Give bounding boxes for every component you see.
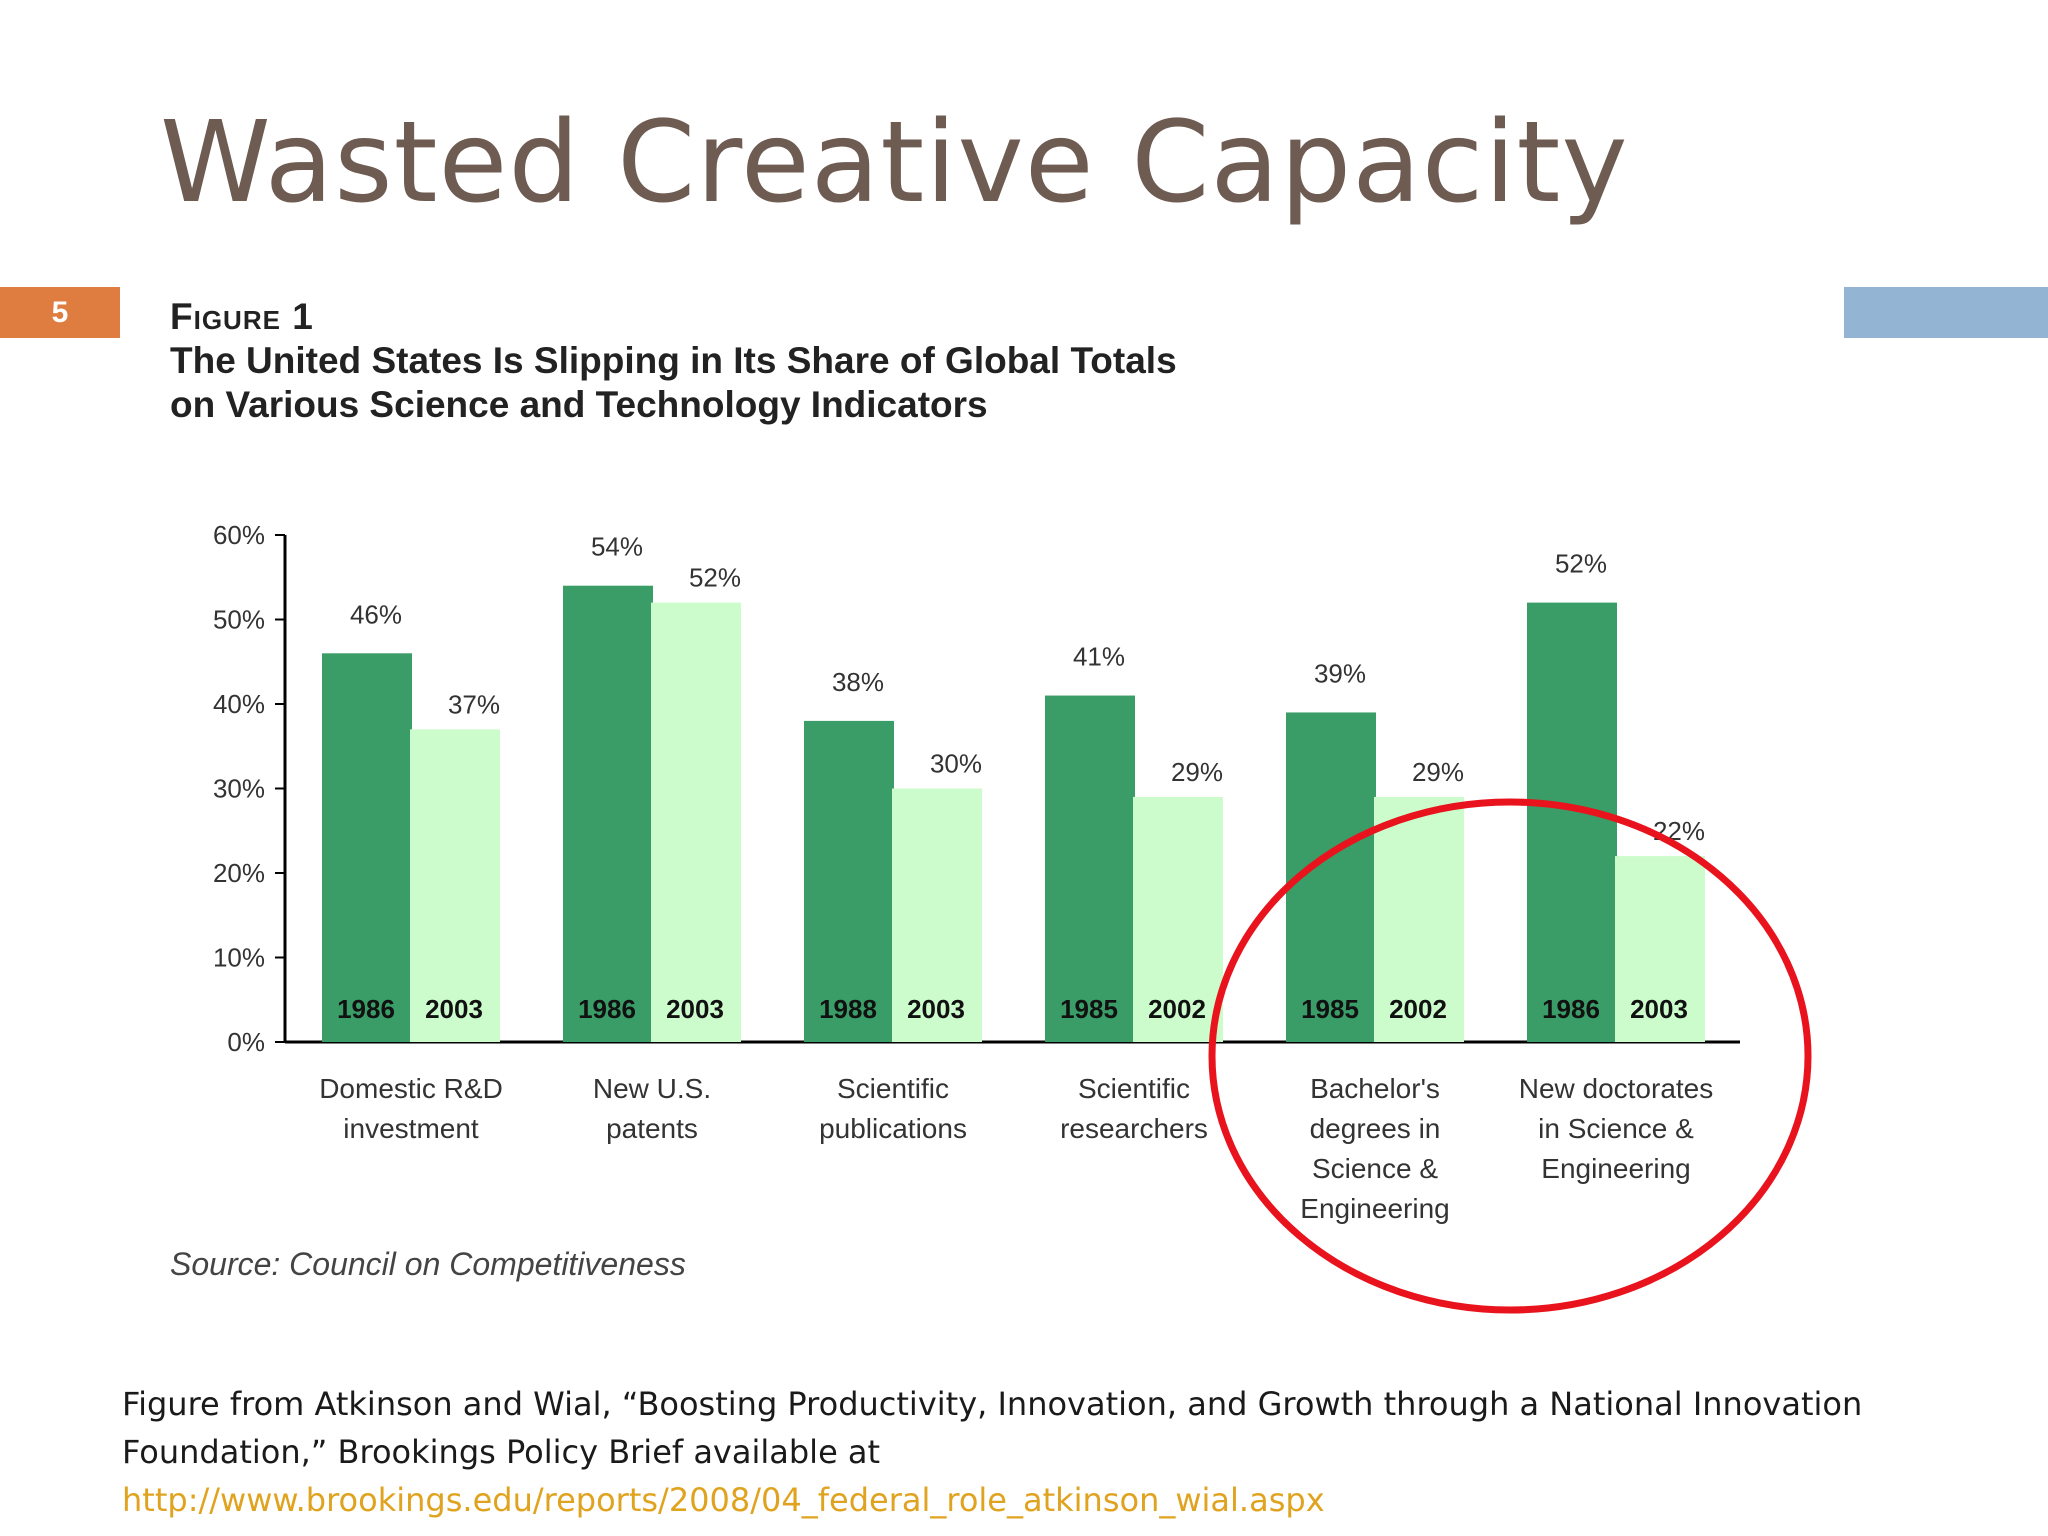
bar-year-label: 1986 (1542, 994, 1600, 1024)
bar-year-label: 1988 (819, 994, 877, 1024)
slide-title: Wasted Creative Capacity (160, 98, 1629, 228)
bar-year-label: 2003 (425, 994, 483, 1024)
bar (1045, 695, 1135, 1042)
chart-source: Source: Council on Competitiveness (170, 1246, 686, 1282)
category-label: investment (343, 1113, 479, 1144)
bar-year-label: 2002 (1389, 994, 1447, 1024)
bar-year-label: 1986 (578, 994, 636, 1024)
chart-axes (275, 534, 1740, 1044)
bar-year-label: 1986 (337, 994, 395, 1024)
category-label: Scientific (837, 1073, 949, 1104)
figure-heading: Figure 1 The United States Is Slipping i… (170, 295, 1177, 427)
category-label: Science & (1312, 1153, 1438, 1184)
bar-year-label: 2003 (666, 994, 724, 1024)
category-label: Engineering (1300, 1193, 1449, 1224)
bar-value-label: 52% (1555, 549, 1607, 579)
highlight-circle (1208, 798, 1812, 1314)
y-tick-label: 20% (213, 858, 265, 888)
bar-value-label: 37% (448, 689, 500, 719)
bar (1374, 796, 1464, 1042)
bar-value-label: 29% (1412, 757, 1464, 787)
y-tick-label: 0% (227, 1027, 265, 1057)
bar-value-label: 52% (689, 563, 741, 593)
bar (1527, 602, 1617, 1042)
category-label: in Science & (1538, 1113, 1694, 1144)
bar (804, 720, 894, 1042)
bar (892, 788, 982, 1042)
bar (563, 585, 653, 1042)
bar-value-label: 30% (930, 749, 982, 779)
category-label: Engineering (1541, 1153, 1690, 1184)
category-label: researchers (1060, 1113, 1208, 1144)
figure-label: Figure 1 (170, 295, 1177, 339)
bar (651, 602, 741, 1042)
y-tick-label: 40% (213, 689, 265, 719)
category-label: New doctorates (1519, 1073, 1714, 1104)
bar-value-label: 38% (832, 667, 884, 697)
category-label: Scientific (1078, 1073, 1190, 1104)
chart-bars (322, 585, 1705, 1042)
bar-value-label: 29% (1171, 757, 1223, 787)
bar-year-label: 2003 (907, 994, 965, 1024)
accent-bar (1844, 287, 2048, 338)
caption-text: Figure from Atkinson and Wial, “Boosting… (122, 1385, 1863, 1471)
y-tick-label: 10% (213, 943, 265, 973)
figure-label-text: Figure 1 (170, 296, 314, 337)
category-label: New U.S. (593, 1073, 711, 1104)
category-label: patents (606, 1113, 698, 1144)
category-label: degrees in (1310, 1113, 1441, 1144)
y-tick-label: 50% (213, 605, 265, 635)
bar-year-label: 1985 (1301, 994, 1359, 1024)
y-tick-label: 60% (213, 520, 265, 550)
bar (1133, 796, 1223, 1042)
bar-value-label: 41% (1073, 642, 1125, 672)
bar-value-label: 46% (350, 599, 402, 629)
chart-labels: 0% 10% 20% 30% 40% 50% 60% 46% 1986 37% 2003 Domest… (213, 520, 1713, 1224)
figure-title-line1: The United States Is Slipping in Its Sha… (170, 340, 1177, 381)
bar-value-label: 39% (1314, 658, 1366, 688)
caption-link[interactable]: http://www.brookings.edu/reports/2008/04… (122, 1481, 1325, 1519)
bar-value-label: 22% (1653, 816, 1705, 846)
slide-number-badge: 5 (0, 287, 120, 338)
bar-year-label: 1985 (1060, 994, 1118, 1024)
category-label: Bachelor's (1310, 1073, 1440, 1104)
bar (322, 653, 412, 1042)
y-tick-label: 30% (213, 774, 265, 804)
bar-value-label: 54% (591, 532, 643, 562)
bar-year-label: 2002 (1148, 994, 1206, 1024)
figure-title-line2: on Various Science and Technology Indica… (170, 384, 988, 425)
bar (1615, 856, 1705, 1042)
category-label: publications (819, 1113, 967, 1144)
bar (410, 729, 500, 1042)
bar-year-label: 2003 (1630, 994, 1688, 1024)
category-label: Domestic R&D (319, 1073, 503, 1104)
caption: Figure from Atkinson and Wial, “Boosting… (122, 1380, 1902, 1524)
